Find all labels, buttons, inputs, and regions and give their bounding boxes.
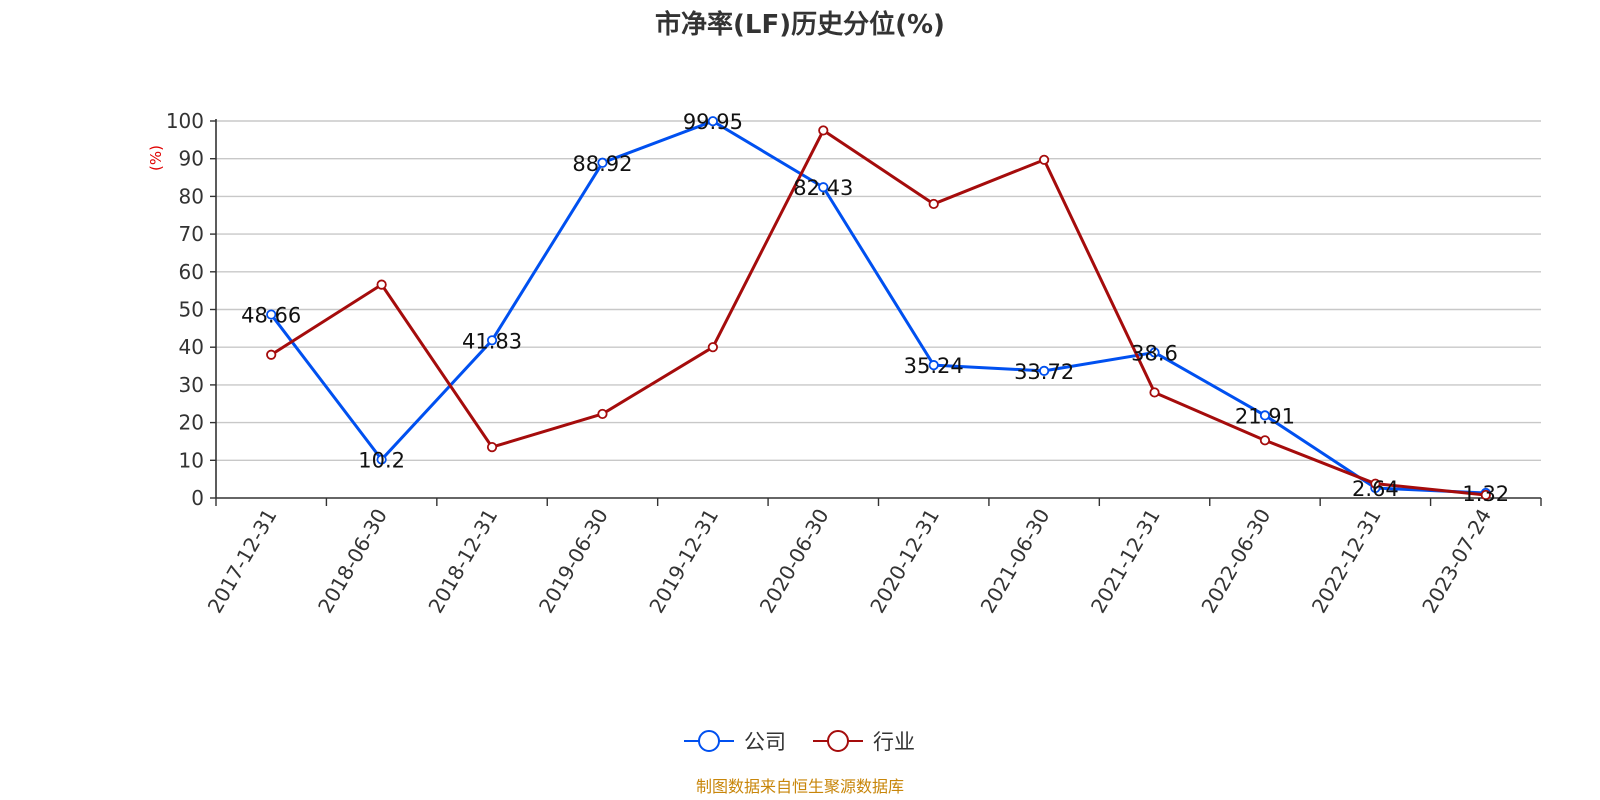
series-line-0 <box>270 119 1486 495</box>
y-tick-label: 100 <box>166 109 204 133</box>
y-tick-label: 70 <box>179 222 204 246</box>
data-point <box>1039 365 1050 376</box>
data-label: 38.6 <box>1131 341 1178 365</box>
data-point <box>1259 435 1271 446</box>
data-label: 48.66 <box>241 304 301 328</box>
legend-label: 行业 <box>873 730 915 754</box>
legend-marker <box>827 730 849 752</box>
legend-marker <box>698 730 720 752</box>
data-point <box>1259 410 1271 421</box>
data-label: 35.24 <box>904 354 964 378</box>
y-tick-label: 40 <box>179 335 204 359</box>
series-lines <box>266 116 1491 501</box>
axes <box>210 119 1542 506</box>
data-label: 1.32 <box>1462 482 1509 506</box>
x-tick-label: 2017-12-31 <box>203 505 282 618</box>
x-tick-label: 2022-06-30 <box>1196 505 1275 618</box>
data-label: 82.43 <box>793 176 853 200</box>
x-tick-label: 2022-12-31 <box>1307 505 1386 618</box>
data-label: 88.92 <box>572 152 632 176</box>
data-point <box>1480 489 1491 501</box>
data-point <box>707 116 718 127</box>
y-tick-label: 50 <box>179 298 204 322</box>
x-tick-label: 2019-12-31 <box>644 505 723 618</box>
y-axis-label: (%) <box>147 145 165 171</box>
data-label: 99.95 <box>683 110 743 134</box>
x-tick-label: 2021-06-30 <box>976 505 1055 618</box>
gridlines <box>216 120 1541 461</box>
x-tick-label: 2021-12-31 <box>1086 505 1165 618</box>
x-tick-label: 2018-06-30 <box>313 505 392 618</box>
legend-item-1[interactable]: 行业 <box>813 730 915 754</box>
data-point <box>818 125 829 136</box>
data-point <box>818 182 829 193</box>
data-label: 33.72 <box>1014 360 1074 384</box>
x-tick-label: 2019-06-30 <box>534 505 613 618</box>
data-point <box>597 157 608 168</box>
data-point <box>266 349 277 360</box>
data-point <box>486 442 498 453</box>
y-tick-labels: 0 10 20 30 40 50 60 70 80 90 100 <box>166 109 204 510</box>
series-line-1 <box>270 128 1486 497</box>
data-point <box>1039 154 1050 165</box>
data-point <box>486 335 498 346</box>
y-tick-label: 30 <box>179 373 204 397</box>
data-label: 21.91 <box>1235 404 1295 428</box>
data-label: 2.64 <box>1352 477 1399 501</box>
x-tick-label: 2020-06-30 <box>755 505 834 618</box>
data-point <box>707 342 718 353</box>
data-point <box>1149 347 1160 358</box>
chart-title: 市净率(LF)历史分位(%) <box>655 9 945 40</box>
x-tick-label: 2018-12-31 <box>423 505 502 618</box>
data-point <box>1149 387 1160 398</box>
data-labels: 48.66 10.2 41.83 88.92 99.95 82.43 35.24 33.72 3… <box>241 110 1509 506</box>
data-label: 41.83 <box>462 329 522 353</box>
data-point <box>597 408 608 420</box>
source-note: 制图数据来自恒生聚源数据库 <box>696 777 904 796</box>
x-tick-label: 2020-12-31 <box>865 505 944 618</box>
y-tick-label: 20 <box>179 411 204 435</box>
data-label: 10.2 <box>358 449 405 473</box>
y-tick-label: 90 <box>179 147 204 171</box>
data-point <box>928 198 939 210</box>
x-tick-label: 2023-07-24 <box>1417 505 1496 618</box>
data-point <box>376 454 387 465</box>
legend-label: 公司 <box>744 730 786 754</box>
y-tick-label: 10 <box>179 448 204 472</box>
y-tick-label: 0 <box>191 486 204 510</box>
legend-item-0[interactable]: 公司 <box>684 730 786 754</box>
data-point <box>266 309 277 320</box>
data-point <box>376 279 387 290</box>
data-point <box>928 360 939 371</box>
x-tick-labels: 2017-12-31 2018-06-30 2018-12-31 2019-06-30… <box>203 505 1496 618</box>
y-tick-label: 80 <box>179 184 204 208</box>
y-tick-label: 60 <box>179 260 204 284</box>
data-point <box>1370 478 1381 489</box>
legend[interactable]: 公司 行业 <box>684 730 915 754</box>
